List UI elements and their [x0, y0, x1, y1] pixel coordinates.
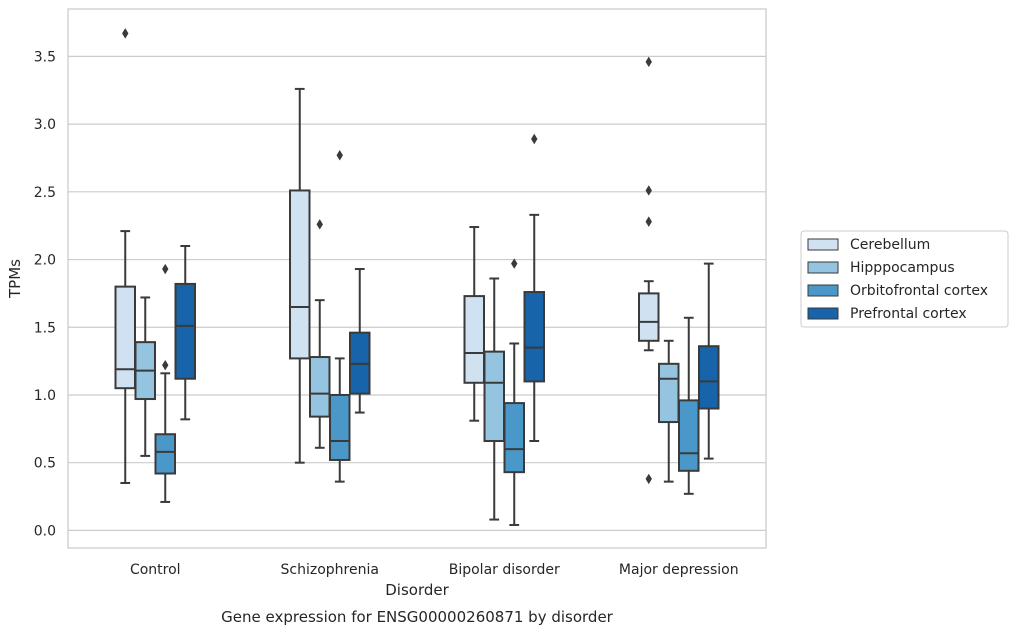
box [329, 393, 351, 461]
x-axis-label: Disorder [385, 581, 449, 599]
plot-frame [67, 8, 767, 549]
box-group [289, 87, 371, 483]
outlier-point [316, 219, 323, 230]
legend-swatch [807, 284, 839, 297]
y-tick-label: 3.0 [34, 117, 56, 133]
y-tick-labels: 0.0 0.5 1.0 1.5 2.0 2.5 3.0 3.5 [34, 49, 56, 539]
outlier-point [336, 150, 343, 161]
y-tick-label: 2.0 [34, 253, 56, 269]
x-tick-label: Control [130, 562, 181, 578]
legend-frame [800, 230, 1009, 328]
legend-label: Hipppocampus [850, 260, 955, 276]
legend-item: Hipppocampus [807, 260, 955, 276]
box-group [638, 56, 720, 495]
outlier-point [511, 258, 518, 269]
outlier-point [162, 263, 169, 275]
box-groups [114, 28, 720, 526]
y-tick-label: 3.5 [34, 49, 56, 65]
box [698, 345, 720, 410]
outlier-point [645, 473, 652, 485]
legend-swatch [807, 307, 839, 320]
chart-caption: Gene expression for ENSG00000260871 by d… [221, 608, 614, 626]
box-group [463, 133, 545, 526]
box [463, 295, 485, 384]
box [483, 350, 505, 443]
legend-swatch [807, 261, 839, 274]
box [503, 402, 525, 474]
y-tick-label: 2.5 [34, 185, 56, 201]
legend-item: Cerebellum [807, 237, 930, 253]
box [154, 433, 176, 475]
legend: Cerebellum Hipppocampus Orbitofrontal cort… [800, 230, 1009, 328]
legend-item: Prefrontal cortex [807, 306, 967, 322]
legend-label: Orbitofrontal cortex [850, 283, 988, 299]
box [638, 292, 660, 342]
box [289, 189, 311, 360]
box [114, 285, 136, 390]
outlier-point [645, 56, 652, 68]
x-tick-label: Schizophrenia [281, 562, 379, 578]
outlier-point [645, 185, 652, 196]
outlier-point [531, 133, 538, 145]
legend-swatch [807, 238, 839, 251]
x-tick-labels: Control Schizophrenia Bipolar disorder Majo… [130, 562, 739, 578]
outlier-point [645, 216, 652, 227]
y-tick-label: 0.0 [34, 523, 56, 539]
x-tick-label: Major depression [619, 562, 739, 578]
y-tick-label: 1.5 [34, 320, 56, 336]
box [658, 362, 680, 424]
legend-label: Prefrontal cortex [850, 306, 967, 322]
outlier-point [122, 28, 129, 39]
x-tick-label: Bipolar disorder [449, 562, 560, 578]
y-tick-label: 1.0 [34, 388, 56, 404]
box-group [114, 28, 196, 503]
outlier-point [162, 359, 169, 371]
box [678, 399, 700, 472]
y-axis-label: TPMs [6, 259, 24, 299]
y-tick-label: 0.5 [34, 456, 56, 472]
box [309, 356, 331, 418]
box [523, 291, 545, 383]
legend-label: Cerebellum [850, 237, 930, 253]
legend-item: Orbitofrontal cortex [807, 283, 988, 299]
box [174, 282, 196, 380]
